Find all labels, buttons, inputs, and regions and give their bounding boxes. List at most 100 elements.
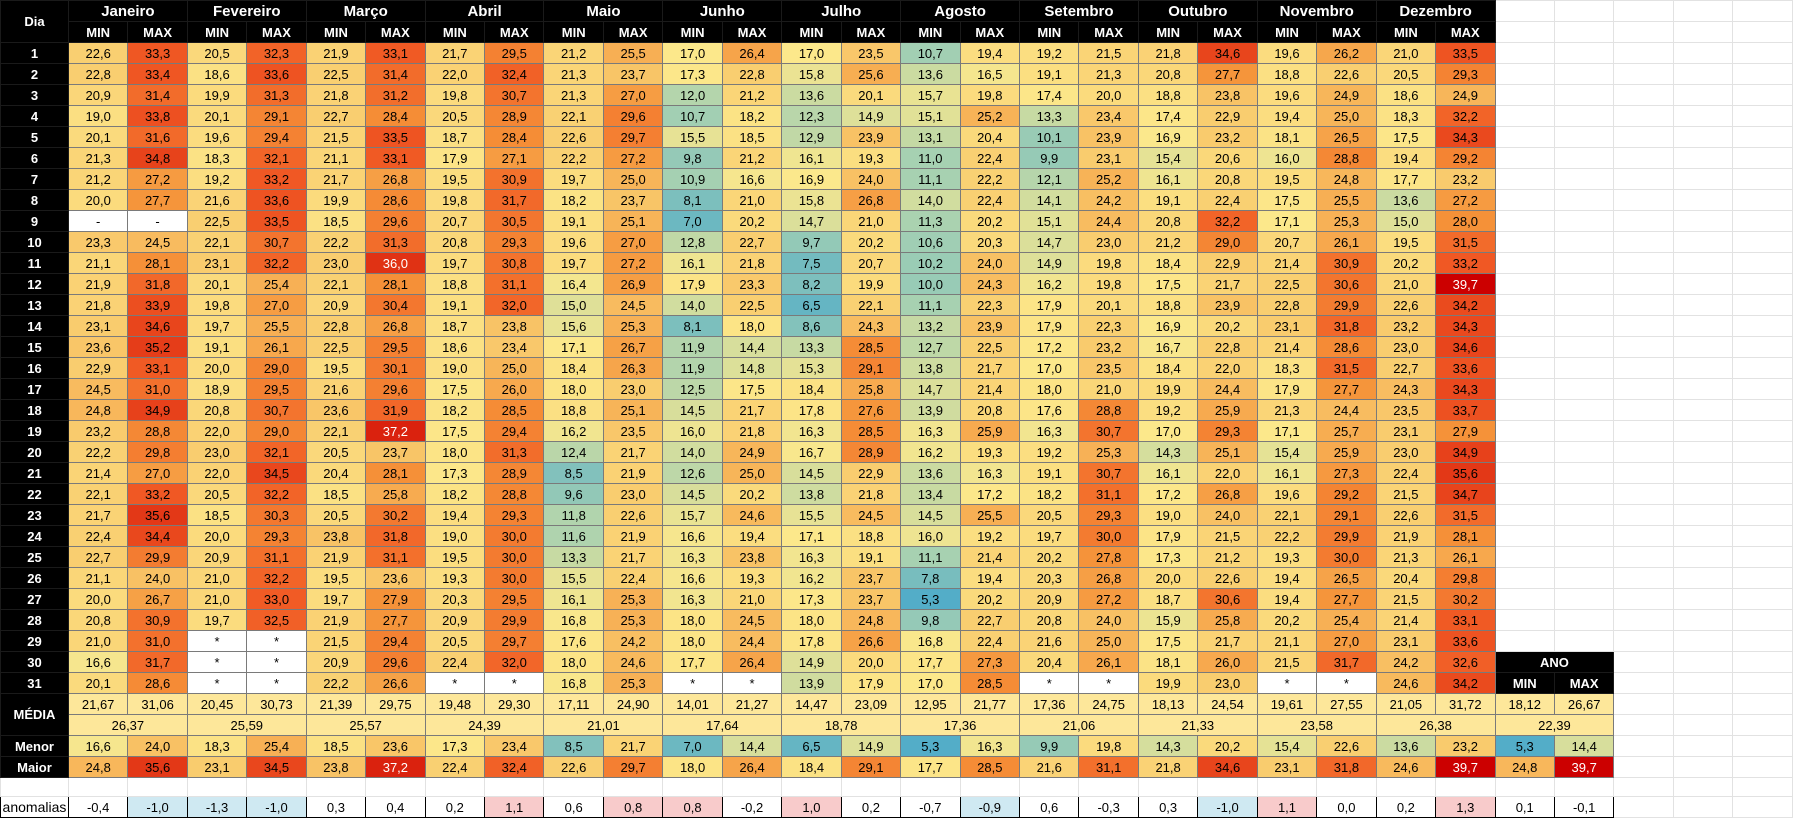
value-cell[interactable]: 31,2 <box>365 84 426 106</box>
value-cell[interactable]: 21,8 <box>721 420 783 442</box>
empty-cell[interactable] <box>1613 525 1674 547</box>
empty-cell[interactable] <box>1732 252 1793 274</box>
value-cell[interactable]: 10,2 <box>900 252 961 274</box>
value-cell[interactable]: 14,4 <box>721 336 783 358</box>
value-cell[interactable]: 17,5 <box>424 420 486 442</box>
value-cell[interactable]: 8,1 <box>662 189 723 211</box>
value-cell[interactable]: 30,0 <box>484 546 545 568</box>
value-cell[interactable]: 22,1 <box>543 105 604 127</box>
value-cell[interactable]: 17,6 <box>543 630 604 652</box>
value-cell[interactable]: 29,5 <box>484 42 545 64</box>
value-cell[interactable]: 7,0 <box>662 210 723 232</box>
value-cell[interactable]: 21,4 <box>1256 336 1318 358</box>
value-cell[interactable]: 23,9 <box>959 315 1021 337</box>
empty-cell[interactable] <box>1494 420 1555 442</box>
anomalia-value[interactable]: 0,3 <box>305 796 367 818</box>
value-cell[interactable]: 21,2 <box>1197 546 1258 568</box>
empty-cell[interactable] <box>1732 796 1793 818</box>
value-cell[interactable]: 16,8 <box>543 609 604 631</box>
empty-cell[interactable] <box>1672 126 1734 148</box>
value-cell[interactable]: 19,5 <box>305 357 367 379</box>
value-cell[interactable]: 19,2 <box>959 525 1021 547</box>
value-cell[interactable]: 15,3 <box>781 357 842 379</box>
value-cell[interactable]: 33,5 <box>365 126 426 148</box>
value-cell[interactable]: 21,1 <box>1256 630 1318 652</box>
value-cell[interactable]: 21,7 <box>1197 630 1258 652</box>
value-cell[interactable]: 19,4 <box>721 525 783 547</box>
empty-cell[interactable] <box>1672 483 1734 505</box>
value-cell[interactable]: 19,6 <box>1256 84 1318 106</box>
value-cell[interactable]: 30,0 <box>484 525 545 547</box>
value-cell[interactable]: 16,3 <box>781 420 842 442</box>
empty-cell[interactable] <box>1613 252 1674 274</box>
value-cell[interactable]: 15,5 <box>662 126 723 148</box>
value-cell[interactable]: 21,7 <box>1197 273 1258 295</box>
empty-cell[interactable] <box>1494 462 1555 484</box>
empty-cell[interactable] <box>1553 105 1615 127</box>
empty-cell[interactable] <box>1553 525 1615 547</box>
empty-cell[interactable] <box>1613 378 1674 400</box>
value-cell[interactable]: 17,4 <box>1137 105 1199 127</box>
value-cell[interactable]: 14,1 <box>1019 189 1080 211</box>
empty-cell[interactable] <box>1613 357 1674 379</box>
value-cell[interactable]: 27,8 <box>1078 546 1139 568</box>
empty-cell[interactable] <box>543 777 604 797</box>
value-cell[interactable]: 29,5 <box>484 588 545 610</box>
value-cell[interactable]: 8,5 <box>543 462 604 484</box>
empty-cell[interactable] <box>1494 126 1555 148</box>
empty-cell[interactable] <box>1553 42 1615 64</box>
value-cell[interactable]: 19,9 <box>186 84 248 106</box>
value-cell[interactable]: 15,8 <box>781 189 842 211</box>
value-cell[interactable]: * <box>1316 672 1377 694</box>
empty-cell[interactable] <box>1316 777 1377 797</box>
value-cell[interactable]: 16,1 <box>543 588 604 610</box>
value-cell[interactable]: 34,2 <box>1435 672 1496 694</box>
empty-cell[interactable] <box>1613 483 1674 505</box>
empty-cell[interactable] <box>1672 294 1734 316</box>
value-cell[interactable]: 17,6 <box>1019 399 1080 421</box>
value-cell[interactable]: 16,4 <box>543 273 604 295</box>
empty-cell[interactable] <box>1732 504 1793 526</box>
value-cell[interactable]: 13,6 <box>900 462 961 484</box>
value-cell[interactable]: 26,4 <box>721 651 783 673</box>
value-cell[interactable]: 30,5 <box>484 210 545 232</box>
empty-cell[interactable] <box>1494 609 1555 631</box>
empty-cell[interactable] <box>1613 756 1674 778</box>
value-cell[interactable]: 22,6 <box>1375 504 1437 526</box>
value-cell[interactable]: 17,5 <box>1256 189 1318 211</box>
value-cell[interactable]: 11,9 <box>662 336 723 358</box>
empty-cell[interactable] <box>1553 630 1615 652</box>
value-cell[interactable]: 28,1 <box>365 273 426 295</box>
value-cell[interactable]: * <box>186 651 248 673</box>
value-cell[interactable]: 28,9 <box>484 105 545 127</box>
value-cell[interactable]: 20,1 <box>186 273 248 295</box>
empty-cell[interactable] <box>1613 273 1674 295</box>
empty-cell[interactable] <box>0 777 69 797</box>
anomalia-value[interactable]: -0,7 <box>900 796 961 818</box>
value-cell[interactable]: * <box>721 672 783 694</box>
value-cell[interactable]: 25,2 <box>959 105 1021 127</box>
empty-cell[interactable] <box>1732 105 1793 127</box>
value-cell[interactable]: 32,2 <box>246 483 307 505</box>
value-cell[interactable]: 28,8 <box>1316 147 1377 169</box>
value-cell[interactable]: 16,8 <box>900 630 961 652</box>
value-cell[interactable]: 19,6 <box>1256 42 1318 64</box>
value-cell[interactable]: 19,2 <box>1019 42 1080 64</box>
media-month-value[interactable]: 25,59 <box>186 714 307 736</box>
value-cell[interactable]: - <box>67 210 129 232</box>
empty-cell[interactable] <box>1613 105 1674 127</box>
value-cell[interactable]: 29,5 <box>246 378 307 400</box>
value-cell[interactable]: 21,3 <box>1375 546 1437 568</box>
empty-cell[interactable] <box>1613 21 1674 43</box>
value-cell[interactable]: 20,8 <box>1019 609 1080 631</box>
value-cell[interactable]: 36,0 <box>365 252 426 274</box>
value-cell[interactable]: 19,0 <box>1137 504 1199 526</box>
value-cell[interactable]: 16,0 <box>1256 147 1318 169</box>
value-cell[interactable]: 20,5 <box>186 42 248 64</box>
value-cell[interactable]: 26,3 <box>602 357 664 379</box>
value-cell[interactable]: 17,0 <box>781 42 842 64</box>
value-cell[interactable]: 34,6 <box>1435 336 1496 358</box>
value-cell[interactable]: 18,0 <box>662 630 723 652</box>
empty-cell[interactable] <box>1494 399 1555 421</box>
value-cell[interactable]: 28,5 <box>840 336 902 358</box>
